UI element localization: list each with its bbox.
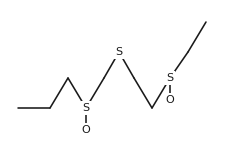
Text: O: O (166, 95, 174, 105)
Text: S: S (115, 47, 123, 57)
Text: S: S (82, 103, 90, 113)
Text: O: O (82, 125, 90, 135)
Text: S: S (166, 73, 174, 83)
